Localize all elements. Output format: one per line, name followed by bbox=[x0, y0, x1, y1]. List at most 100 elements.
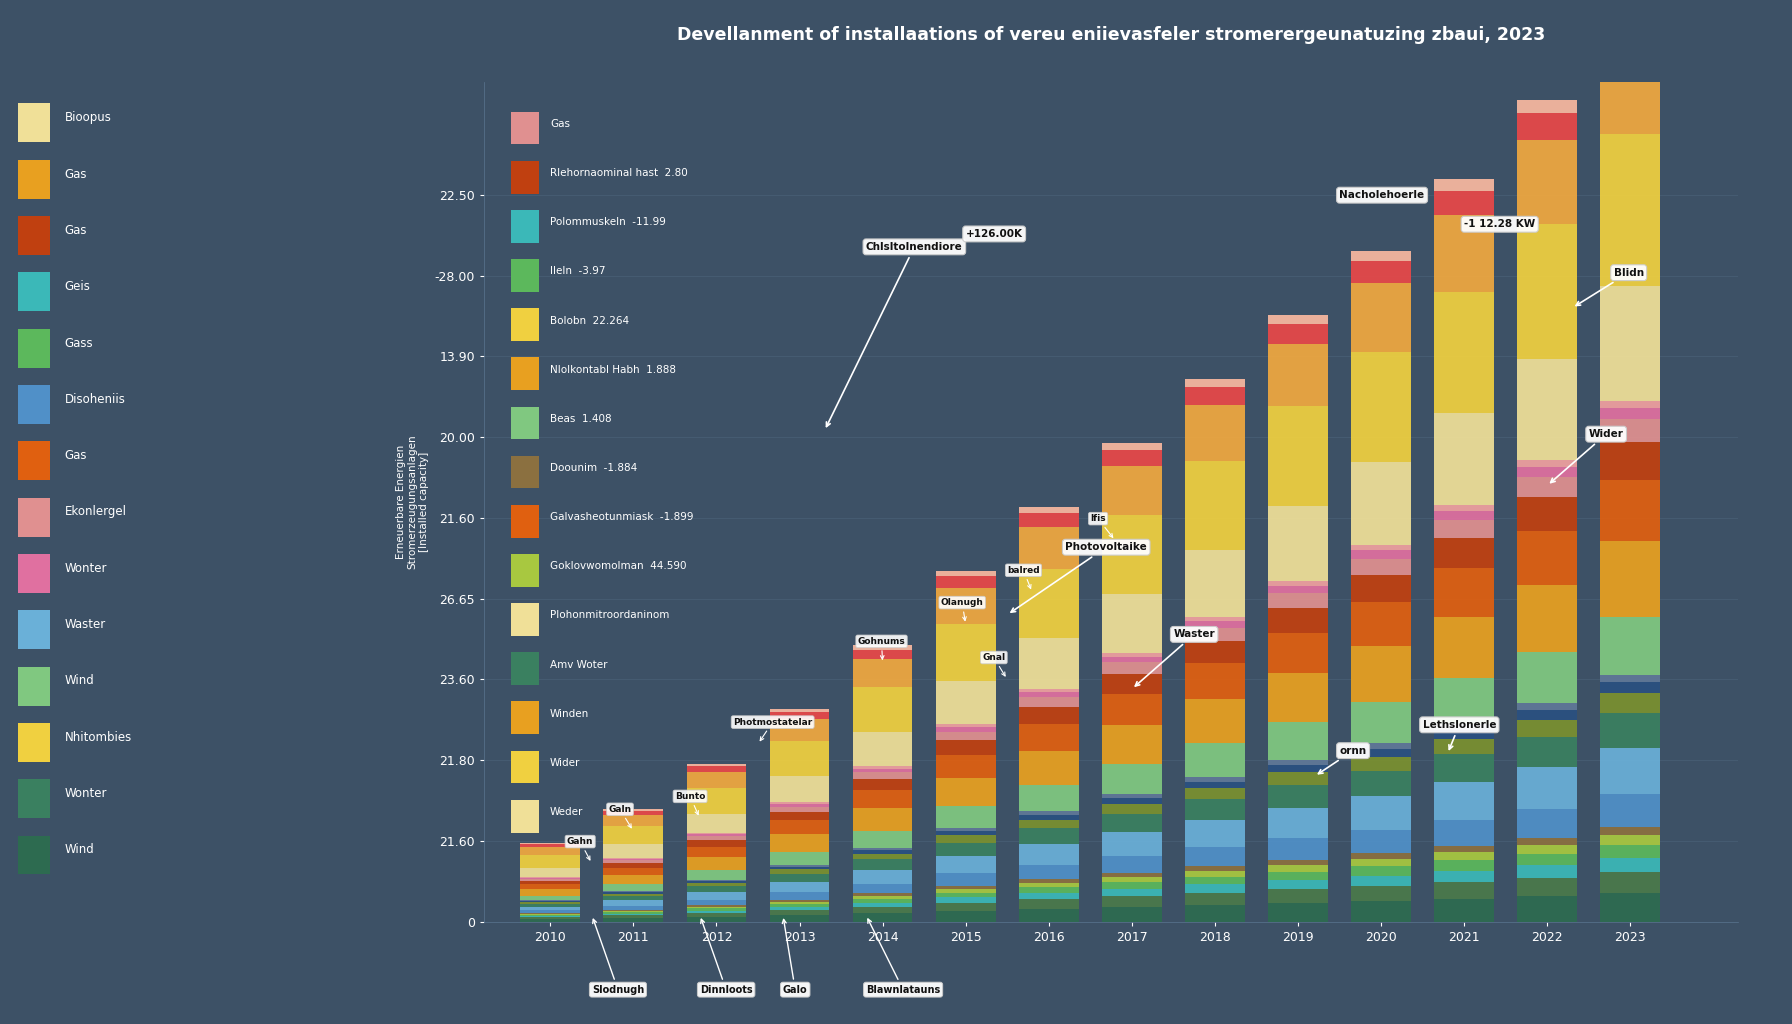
Bar bbox=[1518, 736, 1577, 767]
Bar bbox=[1185, 622, 1245, 628]
Bar bbox=[1102, 674, 1161, 693]
Bar bbox=[604, 919, 663, 922]
Text: Waster: Waster bbox=[65, 618, 106, 631]
Bar bbox=[1185, 820, 1245, 847]
Text: Waster: Waster bbox=[1136, 630, 1215, 686]
Bar bbox=[686, 886, 745, 892]
Text: ornn: ornn bbox=[1319, 745, 1367, 774]
Bar bbox=[1600, 409, 1659, 420]
Bar bbox=[1020, 785, 1079, 811]
Bar bbox=[1434, 511, 1495, 520]
Bar bbox=[520, 889, 581, 896]
Bar bbox=[1269, 889, 1328, 903]
Bar bbox=[769, 882, 830, 892]
Text: Ekonlergel: Ekonlergel bbox=[65, 506, 127, 518]
Bar bbox=[604, 892, 663, 894]
Bar bbox=[604, 863, 663, 867]
Bar bbox=[769, 802, 830, 804]
Bar bbox=[1269, 772, 1328, 785]
Bar bbox=[1269, 865, 1328, 871]
Bar bbox=[1518, 896, 1577, 922]
Bar bbox=[1518, 530, 1577, 585]
Bar bbox=[1185, 800, 1245, 820]
Bar bbox=[686, 900, 745, 905]
Bar bbox=[1020, 697, 1079, 708]
Bar bbox=[686, 764, 745, 766]
Text: Galn: Galn bbox=[609, 805, 631, 827]
Bar bbox=[935, 893, 996, 897]
Bar bbox=[1185, 628, 1245, 641]
Text: Slodnugh: Slodnugh bbox=[591, 920, 643, 994]
Bar bbox=[1434, 520, 1495, 538]
Text: Disoheniis: Disoheniis bbox=[65, 393, 125, 406]
Text: Goklovwomolman  44.590: Goklovwomolman 44.590 bbox=[550, 561, 686, 571]
Bar bbox=[1020, 899, 1079, 909]
Bar bbox=[1102, 725, 1161, 765]
Bar bbox=[604, 815, 663, 826]
Bar bbox=[1269, 633, 1328, 673]
Bar bbox=[935, 856, 996, 873]
Bar bbox=[1020, 879, 1079, 883]
Bar bbox=[604, 900, 663, 906]
Bar bbox=[604, 910, 663, 912]
Text: Wind: Wind bbox=[65, 675, 95, 687]
Bar bbox=[1269, 314, 1328, 325]
Bar bbox=[1518, 114, 1577, 140]
Bar bbox=[1434, 538, 1495, 568]
Bar bbox=[604, 906, 663, 909]
Bar bbox=[1434, 852, 1495, 860]
Bar bbox=[1269, 871, 1328, 880]
Bar bbox=[1351, 743, 1410, 749]
Bar bbox=[853, 848, 912, 850]
Bar bbox=[1351, 866, 1410, 876]
Text: Wonter: Wonter bbox=[65, 562, 108, 574]
Bar bbox=[1102, 831, 1161, 856]
Bar bbox=[853, 791, 912, 808]
Bar bbox=[935, 577, 996, 588]
Bar bbox=[935, 807, 996, 828]
Bar bbox=[1020, 828, 1079, 844]
Bar bbox=[1185, 743, 1245, 777]
Bar bbox=[1269, 808, 1328, 839]
Bar bbox=[1185, 699, 1245, 743]
Bar bbox=[1269, 785, 1328, 808]
Bar bbox=[1518, 710, 1577, 720]
Text: Amv Woter: Amv Woter bbox=[550, 659, 607, 670]
Bar bbox=[520, 906, 581, 910]
Bar bbox=[1102, 889, 1161, 896]
Bar bbox=[1351, 261, 1410, 284]
Bar bbox=[1600, 835, 1659, 845]
Text: Gnal: Gnal bbox=[982, 653, 1005, 676]
Bar bbox=[1351, 701, 1410, 743]
Bar bbox=[853, 687, 912, 732]
Bar bbox=[1102, 814, 1161, 831]
Bar bbox=[1020, 752, 1079, 785]
Bar bbox=[1185, 788, 1245, 800]
Bar bbox=[1351, 901, 1410, 922]
Bar bbox=[935, 724, 996, 727]
Bar bbox=[520, 918, 581, 919]
Bar bbox=[1434, 846, 1495, 852]
Bar bbox=[1600, 0, 1659, 8]
Bar bbox=[853, 649, 912, 658]
Bar bbox=[1434, 782, 1495, 820]
Bar bbox=[935, 740, 996, 755]
Bar bbox=[604, 859, 663, 860]
Bar bbox=[686, 869, 745, 880]
Bar bbox=[1269, 344, 1328, 407]
Bar bbox=[1434, 724, 1495, 730]
Bar bbox=[686, 883, 745, 886]
Text: Gas: Gas bbox=[65, 224, 88, 237]
Bar bbox=[604, 913, 663, 915]
Bar bbox=[686, 908, 745, 910]
Bar bbox=[1185, 847, 1245, 866]
Text: Blawnlatauns: Blawnlatauns bbox=[866, 919, 941, 994]
Bar bbox=[1351, 796, 1410, 829]
Bar bbox=[1020, 688, 1079, 692]
Bar bbox=[1518, 477, 1577, 497]
Text: Doounim  -1.884: Doounim -1.884 bbox=[550, 463, 638, 473]
Bar bbox=[1020, 692, 1079, 697]
Bar bbox=[1351, 853, 1410, 859]
Text: Blidn: Blidn bbox=[1575, 267, 1643, 305]
Bar bbox=[1351, 352, 1410, 463]
